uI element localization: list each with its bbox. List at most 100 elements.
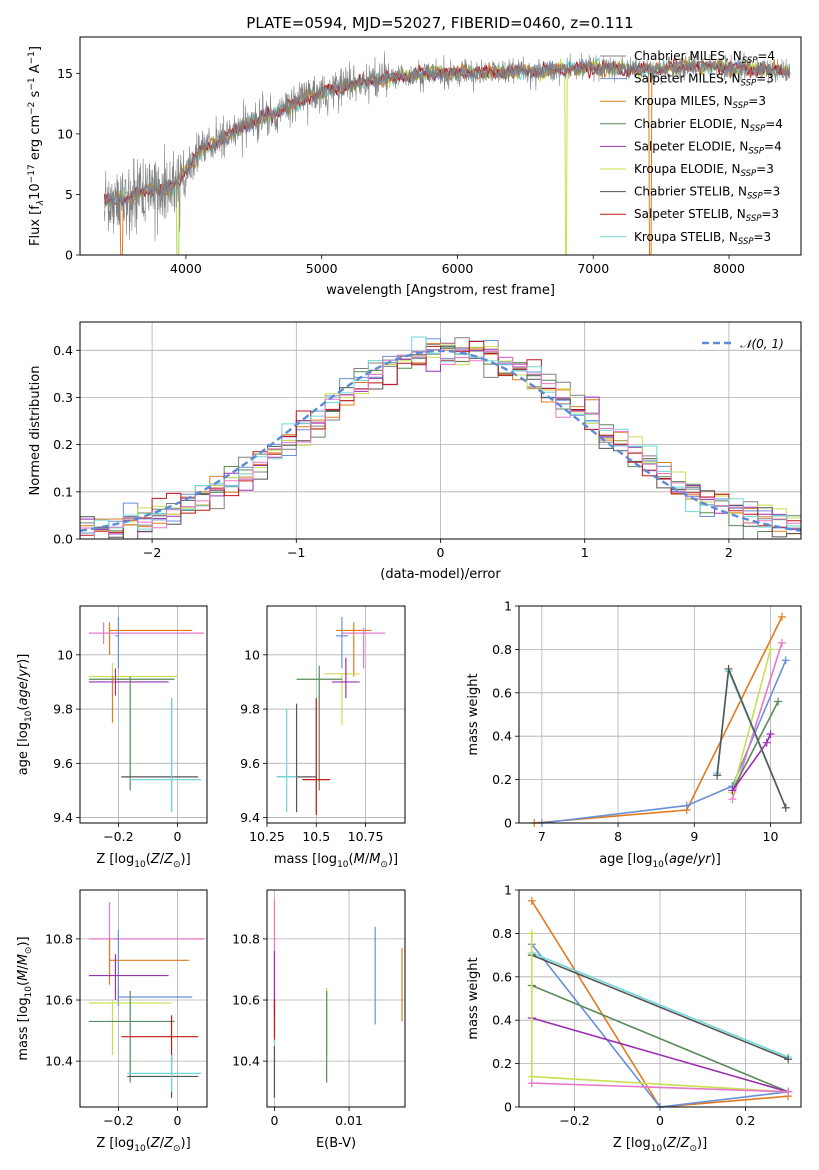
label-part: Z (163, 1136, 174, 1151)
label-part: 10 (24, 986, 34, 998)
x-tick-label: 0 (270, 1113, 278, 1128)
y-tick-label: 0.2 (492, 1056, 512, 1071)
x-axis-label: (data-model)/error (380, 567, 501, 582)
axes-frame (79, 889, 208, 1108)
y-tick-label: 0.3 (53, 390, 73, 405)
weight-marker (784, 1055, 793, 1064)
x-tick-label: 0.01 (335, 1113, 363, 1128)
y-axis-label: mass weight (466, 957, 481, 1039)
y-tick-label: 0.6 (492, 685, 512, 700)
label-part: Z [log (96, 852, 134, 867)
label-part: λ (36, 200, 46, 206)
legend-value: =4 (757, 49, 775, 63)
y-tick-label: 0.8 (492, 926, 512, 941)
error-bars (88, 616, 205, 813)
label-part: / (160, 1136, 165, 1151)
axes-frame (266, 605, 406, 824)
x-tick-label: −2 (143, 545, 161, 560)
y-tick-label: 9.8 (53, 702, 73, 717)
x-tick-label: 8000 (713, 261, 745, 276)
label-part: age [log (16, 722, 31, 775)
spectrum-panel: 4000 5000 6000 7000 8000 0 5 10 15 wavelength [An… (27, 36, 802, 298)
weight-series (534, 616, 783, 824)
x-tick-label: 0 (656, 1113, 664, 1128)
x-tick-label: −0.2 (103, 1113, 133, 1128)
label-part: / (693, 852, 698, 867)
label-part: M (354, 852, 365, 867)
label-part: M (16, 970, 31, 981)
label-part: ( (349, 852, 354, 867)
label-part: ⊙ (24, 947, 34, 955)
weight-marker (724, 664, 733, 673)
legend-sub: SSP (741, 79, 757, 89)
label-part: 10 (337, 860, 349, 870)
y-tick-label: 0 (504, 1100, 512, 1115)
y-tick-label: 10.8 (45, 931, 73, 946)
label-part: / (160, 852, 165, 867)
weight-marker (784, 1087, 793, 1096)
histograms (80, 336, 801, 539)
legend-sub: SSP (742, 56, 758, 66)
label-part: mass [log (16, 997, 31, 1060)
y-tick-label: 10 (244, 647, 260, 662)
y-tick-label: 1 (504, 883, 512, 898)
axis-label: age [log10(age/yr)] (16, 654, 34, 776)
y-tick-label: 0.8 (492, 642, 512, 657)
x-tick-label: 10 (763, 829, 779, 844)
label-part: )] (711, 852, 721, 867)
legend-sub: SSP (746, 214, 762, 224)
x-tick-label: 2 (725, 545, 733, 560)
axes-frame (79, 321, 802, 540)
legend-sub: SSP (750, 124, 766, 134)
weight-series (731, 701, 779, 791)
x-tick-label: 0 (173, 829, 181, 844)
y-tick-label: 5 (65, 187, 73, 202)
legend-entry: Chabrier STELIB, NSSP=3 (634, 185, 780, 202)
x-tick-label: 1 (581, 545, 589, 560)
figure-title: PLATE=0594, MJD=52027, FIBERID=0460, z=0… (246, 14, 633, 32)
label-part: )] (181, 1136, 191, 1151)
label-part: erg cm (28, 115, 43, 164)
error-bars (276, 616, 386, 815)
x-tick-label: 10.25 (249, 829, 285, 844)
weight-marker (777, 638, 786, 647)
x-tick-label: 10.5 (302, 829, 330, 844)
x-tick-label: −0.2 (103, 829, 133, 844)
legend-sub: SSP (733, 101, 749, 111)
legend-name: Salpeter MILES, N (634, 72, 741, 86)
y-tick-label: 10.4 (45, 1054, 73, 1069)
weight-marker (781, 803, 790, 812)
label-part: ⊙ (173, 860, 181, 870)
x-tick-label: 6000 (442, 261, 474, 276)
label-part: Z (666, 1136, 677, 1151)
x-tick-label: 8 (614, 829, 622, 844)
x-tick-label: −1 (287, 545, 305, 560)
x-tick-label: 10.75 (348, 829, 384, 844)
label-part: Z (150, 852, 161, 867)
spectrum-lines (103, 51, 791, 255)
label-part: ( (662, 1136, 667, 1151)
label-part: yr (697, 852, 713, 867)
legend-value: =3 (763, 185, 781, 199)
axis-label: age [log10(age/yr)] (599, 852, 721, 870)
weight-marker (762, 738, 771, 747)
weight-series (531, 1082, 789, 1093)
legend-value: =3 (756, 72, 774, 86)
y-tick-label: 10.8 (232, 931, 260, 946)
label-part: )] (697, 1136, 707, 1151)
legend-name: Salpeter ELODIE, N (634, 139, 748, 153)
axis-label: Flux [fλ10−17 erg cm−2 s−1 A−1] (27, 46, 46, 246)
y-tick-label: 10.4 (232, 1054, 260, 1069)
label-part: )] (388, 852, 398, 867)
legend-name: Chabrier MILES, N (634, 49, 742, 63)
x-tick-label: 0 (173, 1113, 181, 1128)
model-line (103, 57, 791, 255)
legend-value: =4 (765, 117, 783, 131)
legend-value: =3 (754, 230, 772, 244)
weight-marker (713, 771, 722, 780)
y-tick-label: 0.2 (53, 437, 73, 452)
y-tick-label: 0.6 (492, 969, 512, 984)
